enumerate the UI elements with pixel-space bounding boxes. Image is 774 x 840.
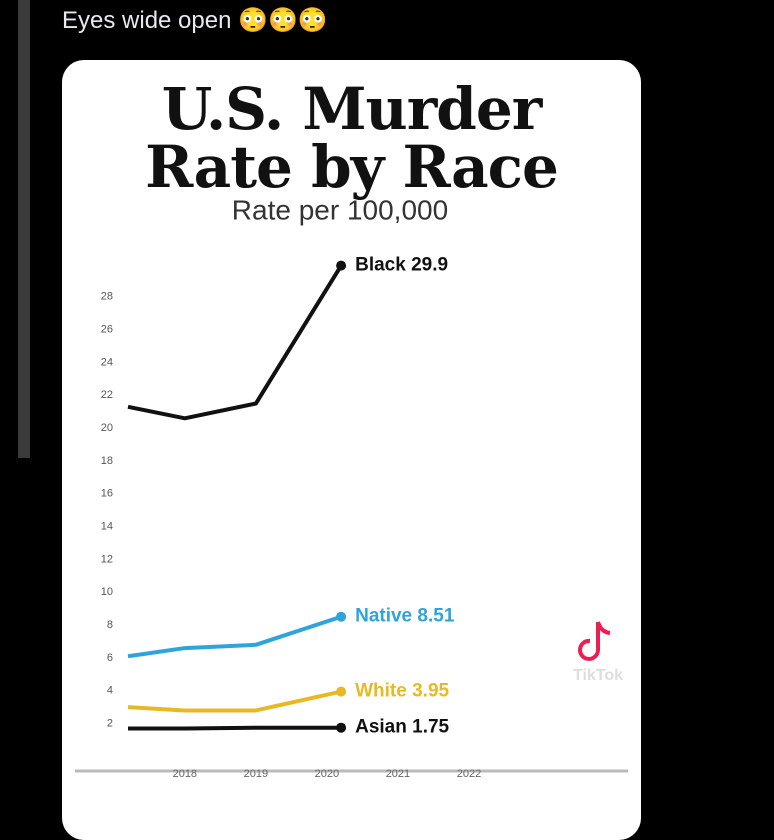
x-tick-label: 2021 bbox=[386, 768, 410, 780]
series-line bbox=[128, 725, 342, 731]
x-tick-label: 2019 bbox=[244, 768, 268, 780]
tiktok-logo bbox=[578, 621, 611, 661]
chart-title: U.S. Murder Rate by Race bbox=[145, 75, 559, 201]
series-label: Native 8.51 bbox=[355, 606, 455, 627]
y-tick-label: 8 bbox=[107, 619, 113, 631]
y-tick-label: 22 bbox=[101, 389, 113, 401]
series-label: White 3.95 bbox=[355, 681, 449, 702]
y-tick-label: 18 bbox=[101, 455, 113, 467]
y-tick-label: 24 bbox=[101, 356, 113, 368]
series-name: Asian bbox=[355, 717, 407, 738]
fullscreen-button[interactable] bbox=[600, 805, 609, 813]
y-tick-label: 12 bbox=[101, 553, 113, 565]
y-tick-label: 16 bbox=[101, 488, 113, 500]
series-name: White bbox=[355, 681, 407, 702]
end-dot bbox=[336, 722, 347, 733]
player-controls bbox=[89, 800, 609, 813]
end-dot bbox=[336, 260, 347, 271]
x-tick-label: 2022 bbox=[457, 768, 481, 780]
series-name: Black bbox=[355, 255, 406, 276]
y-tick-label: 28 bbox=[101, 291, 113, 303]
series-line bbox=[127, 264, 343, 421]
post-text: Eyes wide open 😳😳😳 bbox=[62, 7, 328, 34]
end-dot bbox=[336, 686, 347, 697]
series-line bbox=[127, 689, 342, 713]
value-label: 3.95 bbox=[412, 681, 449, 702]
y-tick-label: 14 bbox=[101, 521, 113, 533]
chart-subtitle: Rate per 100,000 bbox=[232, 194, 448, 225]
value-label: 29.9 bbox=[411, 255, 448, 276]
pip-button[interactable] bbox=[539, 805, 553, 813]
x-tick-label: 2018 bbox=[173, 768, 197, 780]
y-tick-label: 6 bbox=[107, 652, 113, 664]
chart: Rate per 100,000 TikTok 2468101214161820… bbox=[75, 194, 628, 813]
value-label: 8.51 bbox=[417, 606, 454, 627]
series-name: Native bbox=[355, 606, 412, 627]
series-label: Asian 1.75 bbox=[355, 717, 449, 738]
y-tick-label: 20 bbox=[101, 422, 113, 434]
series-label: Black 29.9 bbox=[355, 255, 448, 276]
scrollbar bbox=[18, 0, 30, 458]
play-button[interactable] bbox=[89, 803, 107, 813]
watermark: TikTok bbox=[573, 667, 623, 684]
end-dot bbox=[336, 611, 347, 622]
settings-button[interactable] bbox=[487, 804, 503, 813]
series-line bbox=[127, 614, 342, 659]
value-label: 1.75 bbox=[412, 717, 449, 738]
captions-button[interactable] bbox=[369, 803, 393, 813]
y-tick-label: 4 bbox=[107, 685, 113, 697]
volume-button[interactable] bbox=[428, 800, 443, 813]
page: {"post": {"text": "Eyes wide open 😳😳😳"},… bbox=[18, 0, 641, 840]
chart-title-box: U.S. Murder Rate by Race bbox=[62, 80, 641, 196]
x-tick-label: 2020 bbox=[315, 768, 339, 780]
y-tick-label: 2 bbox=[107, 717, 113, 729]
y-tick-label: 10 bbox=[101, 586, 113, 598]
y-tick-label: 26 bbox=[101, 324, 113, 336]
